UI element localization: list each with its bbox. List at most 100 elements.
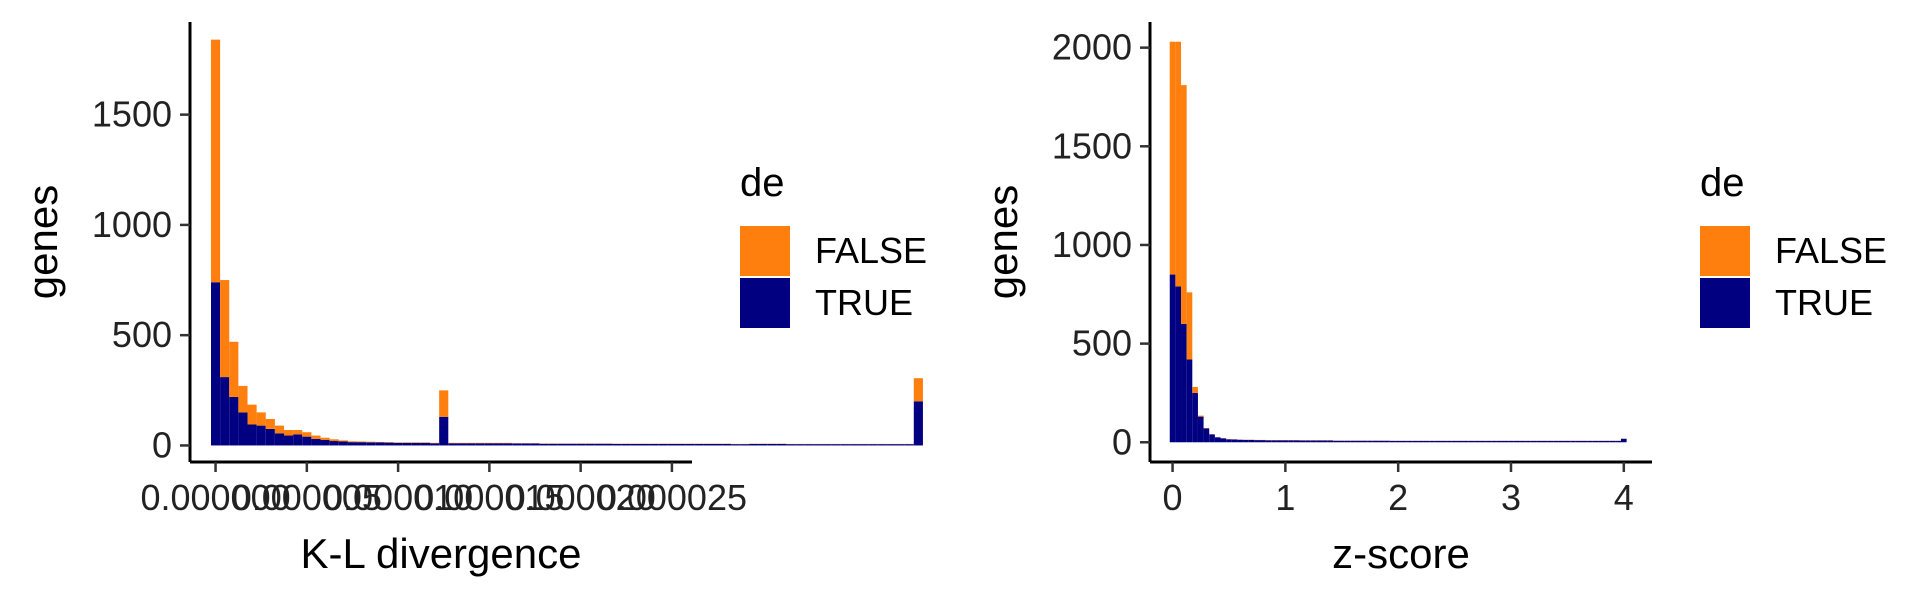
x-tick-label: 4	[1614, 477, 1634, 518]
bar-true	[1615, 440, 1621, 443]
legend-label-true: TRUE	[815, 282, 913, 323]
bar-true	[557, 443, 567, 446]
legend-swatch-true	[740, 278, 790, 328]
bar-true	[1570, 440, 1576, 443]
bar-true	[621, 443, 631, 446]
bar-true	[347, 442, 358, 446]
bar-true	[1474, 440, 1480, 443]
bar-true	[1463, 440, 1469, 443]
bar-true	[311, 438, 321, 446]
bar-true	[1361, 440, 1368, 443]
bar-false	[274, 425, 285, 434]
bar-true	[639, 443, 650, 446]
bar-true	[1553, 440, 1559, 443]
bar-true	[457, 443, 467, 446]
x-axis-title: K-L divergence	[301, 530, 582, 577]
x-tick-label: 0	[1163, 477, 1183, 518]
bar-true	[1575, 440, 1582, 443]
bar-false	[247, 404, 257, 425]
bar-true	[1293, 440, 1300, 443]
bar-true	[1203, 428, 1210, 443]
bar-true	[1620, 438, 1627, 443]
bar-true	[1367, 440, 1373, 443]
bar-false	[357, 441, 367, 443]
y-axis-title: genes	[19, 185, 66, 299]
bar-true	[1237, 439, 1244, 443]
x-tick-label: 3	[1501, 477, 1521, 518]
bar-true	[1581, 440, 1588, 443]
bar-false	[311, 435, 321, 439]
bar-true	[1542, 440, 1548, 443]
bar-false	[1192, 387, 1198, 393]
bar-true	[886, 444, 896, 446]
x-tick-label: 0.000010	[323, 477, 473, 518]
bar-true	[776, 443, 787, 446]
bar-false	[210, 39, 221, 283]
bar-true	[1401, 440, 1407, 443]
bar-true	[293, 434, 303, 446]
bar-true	[1479, 440, 1486, 443]
bar-true	[1276, 440, 1283, 443]
y-tick-label: 500	[1072, 323, 1132, 364]
bar-true	[667, 443, 677, 446]
bar-true	[402, 442, 412, 446]
bar-true	[1254, 440, 1260, 443]
x-tick-label: 0.000025	[597, 477, 747, 518]
bar-true	[1378, 440, 1385, 443]
bar-true	[1248, 439, 1255, 443]
bar-true	[1384, 440, 1390, 443]
legend-title: de	[740, 161, 785, 205]
bar-true	[238, 412, 248, 446]
bar-true	[1288, 440, 1294, 443]
bar-true	[1451, 440, 1458, 443]
bar-true	[466, 443, 476, 446]
bar-true	[420, 442, 431, 446]
legend-label-false: FALSE	[815, 230, 927, 271]
bar-true	[1536, 440, 1543, 443]
bar-true	[1322, 440, 1328, 443]
bar-true	[1446, 440, 1452, 443]
bar-true	[1389, 440, 1396, 443]
bar-true	[913, 401, 923, 446]
bar-true	[1429, 440, 1435, 443]
bar-true	[448, 443, 458, 446]
bar-true	[247, 424, 257, 446]
bar-true	[1519, 440, 1526, 443]
bar-true	[1169, 274, 1176, 443]
y-tick-label: 2000	[1052, 27, 1132, 68]
bar-true	[731, 444, 741, 446]
bar-true	[329, 441, 339, 446]
bar-true	[1457, 440, 1464, 443]
bar-true	[1231, 439, 1238, 443]
bar-true	[868, 444, 878, 446]
x-tick-label: 0.000005	[232, 477, 382, 518]
bar-true	[895, 444, 905, 446]
bar-false	[913, 378, 923, 402]
bar-true	[904, 444, 914, 446]
bar-true	[740, 444, 750, 446]
y-tick-label: 500	[112, 314, 172, 355]
bar-true	[284, 435, 294, 446]
bar-false	[256, 412, 266, 426]
bar-true	[767, 443, 777, 446]
legend-swatch-false	[740, 226, 790, 276]
bar-true	[1259, 440, 1266, 443]
bar-true	[795, 444, 805, 446]
bar-true	[786, 444, 796, 446]
bar-true	[1434, 440, 1441, 443]
bar-true	[849, 444, 860, 446]
bar-false	[1181, 85, 1187, 324]
bar-true	[1175, 286, 1182, 443]
y-axis-title: genes	[979, 185, 1026, 299]
bar-true	[877, 444, 887, 446]
bar-true	[1417, 440, 1424, 443]
bar-true	[822, 444, 832, 446]
bar-true	[585, 443, 595, 446]
bar-true	[1440, 440, 1447, 443]
bar-true	[1558, 440, 1565, 443]
bar-true	[831, 444, 841, 446]
bar-true	[1220, 438, 1227, 443]
bar-true	[1355, 440, 1362, 443]
bar-true	[1496, 440, 1503, 443]
